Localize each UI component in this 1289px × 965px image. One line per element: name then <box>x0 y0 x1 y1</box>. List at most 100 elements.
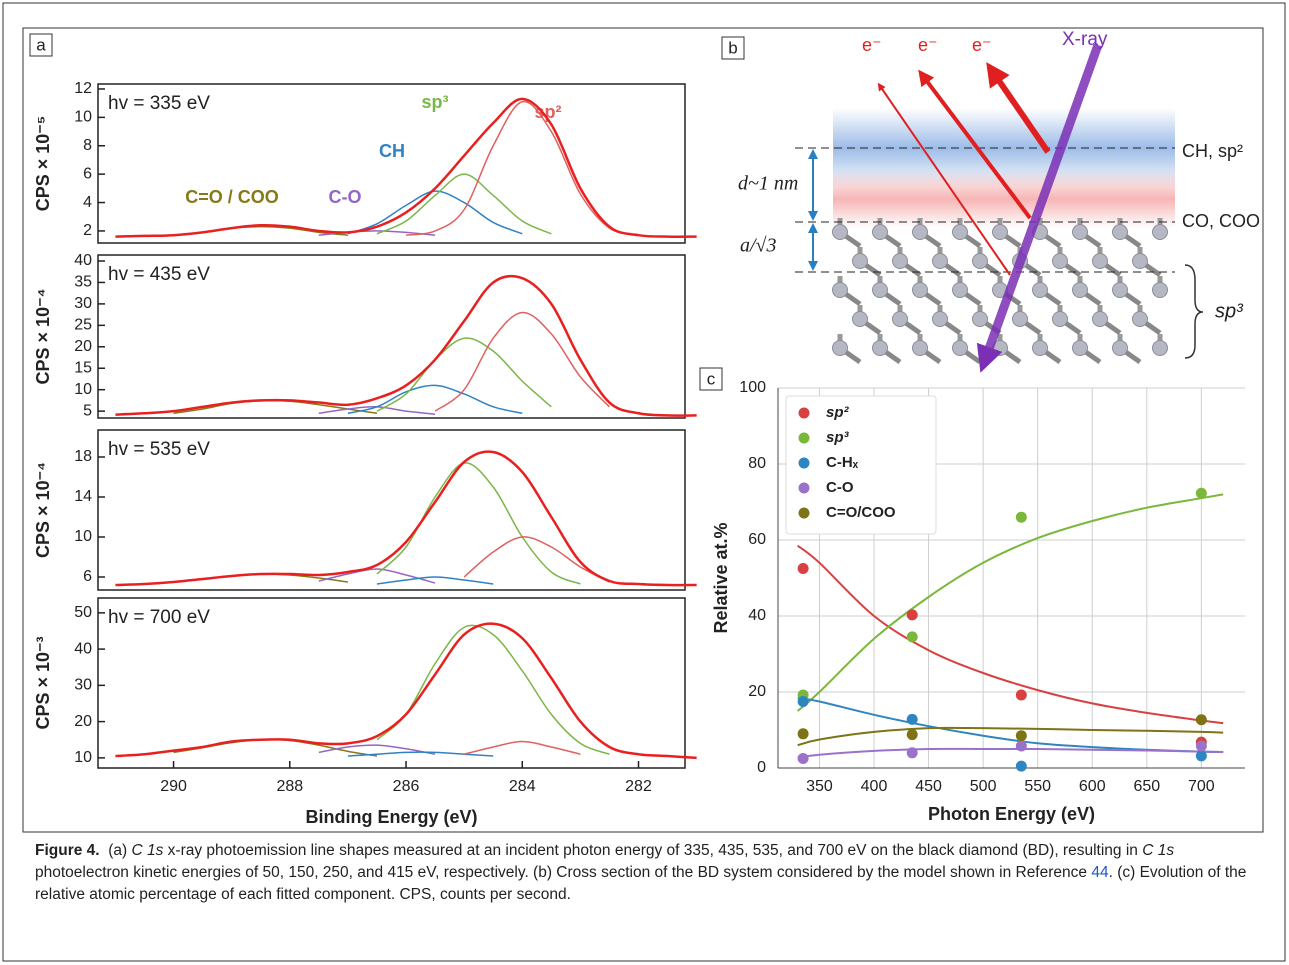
electron-arrow <box>877 82 1011 276</box>
y-tick-label: 12 <box>74 80 92 97</box>
reference-link[interactable]: 44 <box>1091 864 1109 881</box>
atom <box>952 224 968 240</box>
electron-arrow <box>918 69 1032 220</box>
spectrum-line <box>376 576 494 585</box>
atom <box>1032 282 1048 298</box>
spectrum-line <box>347 190 523 235</box>
caption-text: (a) <box>108 842 132 859</box>
plot-frame <box>97 429 686 591</box>
legend-marker <box>798 432 810 444</box>
spectrum-line <box>376 624 610 755</box>
peak-label: sp² <box>535 102 562 122</box>
fit-line <box>796 493 1224 712</box>
y-tick-label: 35 <box>74 274 92 291</box>
legend-box <box>785 395 937 535</box>
panel-label: b <box>728 38 737 57</box>
spectrum-line <box>376 462 581 585</box>
point <box>1015 689 1027 701</box>
x-axis-label: Binding Energy (eV) <box>305 807 477 827</box>
y-tick-label: 50 <box>74 604 92 621</box>
atom <box>832 224 848 240</box>
atom <box>1112 340 1128 356</box>
y-tick-label: 10 <box>74 749 92 766</box>
spectrum-line <box>347 384 523 415</box>
x-tick-label: 550 <box>1024 778 1051 795</box>
y-tick-label: 40 <box>748 607 766 624</box>
fit-line <box>797 726 1224 747</box>
legend-marker <box>798 457 810 469</box>
y-axis-label: CPS × 10⁻³ <box>33 636 53 729</box>
caption-label: Figure 4. <box>35 842 100 859</box>
plots: 2 4 6 8 10 12 CPS × 10⁻⁵ hv = 335 eV C=O / COO C-… <box>33 80 1245 827</box>
legend-label: C-Hₓ <box>826 454 859 471</box>
annotation: hv = 700 eV <box>108 607 210 628</box>
panel-label-box <box>29 33 53 57</box>
x-tick-label: 282 <box>625 778 652 795</box>
electron-label: e⁻ <box>862 35 882 55</box>
atom <box>972 253 988 269</box>
point <box>1195 740 1207 752</box>
point <box>1015 730 1027 742</box>
plot-frame <box>97 254 686 419</box>
atom <box>852 253 868 269</box>
panel-label: a <box>36 35 46 54</box>
annotation: hv = 435 eV <box>108 264 210 285</box>
spectrum-line <box>318 744 436 755</box>
y-tick-label: 6 <box>83 165 92 182</box>
y-tick-label: 60 <box>748 531 766 548</box>
spectrum-line <box>463 740 581 755</box>
atom <box>892 311 908 327</box>
x-tick-label: 290 <box>160 778 187 795</box>
layer-label: CO, COO <box>1182 211 1260 231</box>
atom <box>1152 224 1168 240</box>
electron-arrow <box>986 62 1051 154</box>
y-tick-label: 8 <box>83 137 92 154</box>
x-tick-label: 500 <box>970 778 997 795</box>
xray-label: X-ray <box>1062 29 1108 50</box>
caption-text: x-ray photoemission line shapes measured… <box>163 842 1143 859</box>
atom <box>952 282 968 298</box>
x-axis-label: Photon Energy (eV) <box>928 804 1095 824</box>
x-tick-label: 650 <box>1133 778 1160 795</box>
y-tick-label: 0 <box>757 759 766 776</box>
caption-text: photoelectron kinetic energies of 50, 15… <box>35 864 1092 881</box>
atom <box>1052 253 1068 269</box>
atom <box>1132 311 1148 327</box>
layer-label: CH, sp² <box>1182 141 1243 161</box>
y-tick-label: 40 <box>74 252 92 269</box>
point <box>1195 487 1207 499</box>
figure-frame <box>22 27 1264 833</box>
atom <box>1112 224 1128 240</box>
point <box>1015 760 1027 772</box>
x-tick-label: 350 <box>806 778 833 795</box>
legend-label: C-O <box>826 479 854 496</box>
y-axis-label: CPS × 10⁻⁴ <box>33 289 53 385</box>
electron-label: e⁻ <box>972 35 992 55</box>
atom <box>1152 282 1168 298</box>
y-tick-label: 4 <box>83 194 92 211</box>
legend-marker <box>798 507 810 519</box>
caption-text: C 1s <box>131 842 164 859</box>
spectrum-line <box>463 536 610 583</box>
y-tick-label: 15 <box>74 359 92 376</box>
y-tick-label: 20 <box>74 338 92 355</box>
fit-line <box>797 747 1224 759</box>
y-tick-label: 2 <box>83 222 92 239</box>
y-tick-label: 30 <box>74 677 92 694</box>
peak-label: sp³ <box>422 92 449 112</box>
plot-frame <box>97 83 686 244</box>
point <box>797 696 809 707</box>
x-tick-label: 284 <box>509 778 536 795</box>
y-tick-label: 40 <box>74 640 92 657</box>
peak-label: C-O <box>329 187 362 207</box>
atom <box>1072 340 1088 356</box>
point <box>906 609 918 621</box>
peak-label: CH <box>379 141 405 161</box>
atom <box>1052 311 1068 327</box>
caption: Figure 4. (a) C 1s x-ray photoemission l… <box>35 840 1260 906</box>
a-label: a/√3 <box>740 235 777 257</box>
point <box>906 713 918 725</box>
spectrum-line <box>405 100 639 236</box>
